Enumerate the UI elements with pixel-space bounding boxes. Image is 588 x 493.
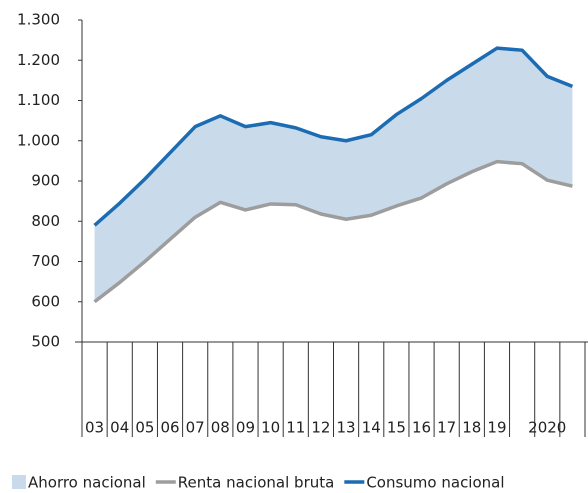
x-tick-label: 08 xyxy=(211,419,230,437)
y-tick-label: 1.300 xyxy=(17,11,60,29)
y-tick-label: 700 xyxy=(31,252,60,270)
x-tick-label: 19 xyxy=(487,419,506,437)
x-tick-label: 03 xyxy=(85,419,104,437)
x-tick-label: 18 xyxy=(462,419,481,437)
y-tick-label: 900 xyxy=(31,172,60,190)
x-tick-label: 11 xyxy=(286,419,305,437)
x-tick-label: 12 xyxy=(311,419,330,437)
line xyxy=(93,46,574,227)
x-tick-label: 07 xyxy=(186,419,205,437)
y-tick-label: 600 xyxy=(31,292,60,310)
x-tick-label: 05 xyxy=(135,419,154,437)
y-tick-label: 500 xyxy=(31,333,60,351)
area xyxy=(94,48,573,302)
y-tick-label: 800 xyxy=(31,212,60,230)
legend-label: Consumo nacional xyxy=(366,474,504,492)
x-tick-label: 04 xyxy=(110,419,129,437)
line xyxy=(93,159,573,304)
x-tick-label: 09 xyxy=(236,419,255,437)
y-tick-label: 1.100 xyxy=(17,91,60,109)
x-tick-label: 10 xyxy=(261,419,280,437)
legend-label: Renta nacional bruta xyxy=(178,474,335,492)
x-tick-label: 2020 xyxy=(528,419,566,437)
x-tick-label: 16 xyxy=(412,419,431,437)
y-tick-label: 1.000 xyxy=(17,131,60,149)
x-tick-label: 17 xyxy=(437,419,456,437)
x-tick-label: 06 xyxy=(160,419,179,437)
x-tick-label: 14 xyxy=(362,419,381,437)
x-tick-label: 15 xyxy=(387,419,406,437)
x-tick-label: 13 xyxy=(337,419,356,437)
y-tick-label: 1.200 xyxy=(17,51,60,69)
legend-label: Ahorro nacional xyxy=(28,474,146,492)
legend-swatch xyxy=(12,475,26,489)
